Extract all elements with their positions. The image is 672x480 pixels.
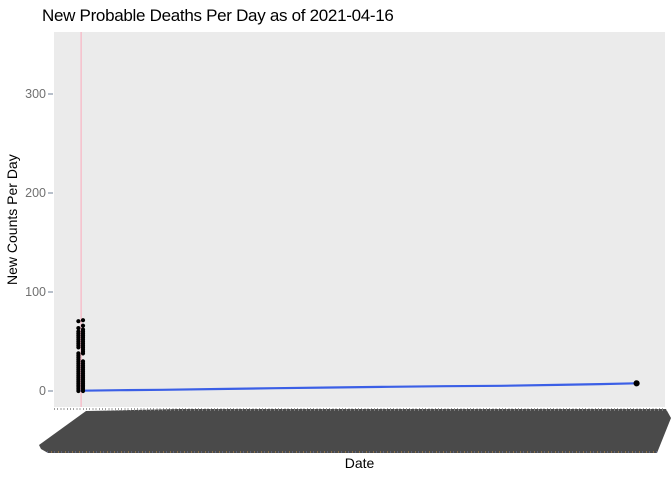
scatter-point <box>76 329 81 334</box>
scatter-point <box>76 351 81 356</box>
scatter-point <box>80 318 86 323</box>
scatter-point <box>80 327 86 332</box>
y-tick-mark <box>48 192 53 194</box>
scatter-point <box>76 319 81 324</box>
scatter-point <box>80 323 86 328</box>
x-axis-tick-marks <box>54 407 665 410</box>
scatter-point <box>80 359 86 364</box>
y-tick-mark <box>48 291 53 293</box>
latest-date-point <box>633 380 640 387</box>
scatter-point <box>76 326 81 331</box>
y-tick-label: 200 <box>25 186 46 200</box>
y-tick-label: 300 <box>25 87 46 101</box>
chart-title: New Probable Deaths Per Day as of 2021-0… <box>42 6 394 25</box>
y-tick-mark <box>48 93 53 95</box>
y-tick-label: 0 <box>39 384 46 398</box>
x-axis-title: Date <box>344 455 375 471</box>
plot-data-layer <box>76 32 640 407</box>
plot-panel <box>54 32 665 407</box>
y-tick-mark <box>48 390 53 392</box>
x-axis-tick-labels-overlapped <box>39 409 671 453</box>
daily-counts-line <box>80 382 638 392</box>
y-tick-label: 100 <box>25 285 46 299</box>
